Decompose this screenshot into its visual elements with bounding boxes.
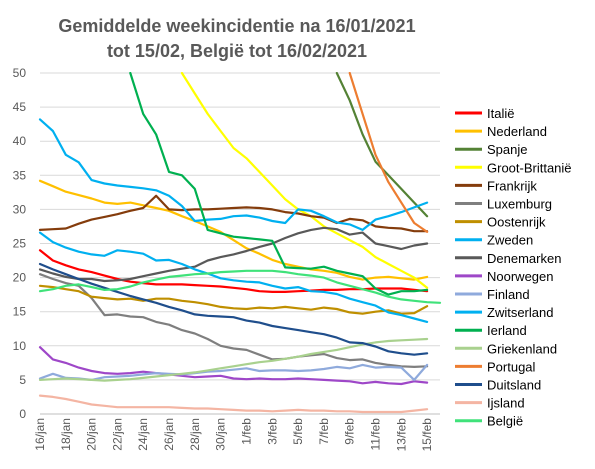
legend-label: Italië bbox=[487, 106, 514, 121]
legend-item: Nederland bbox=[455, 124, 547, 139]
y-tick-label: 25 bbox=[13, 237, 27, 251]
y-tick-label: 40 bbox=[13, 134, 27, 148]
legend-label: Luxemburg bbox=[487, 197, 552, 212]
legend-label: Zwitserland bbox=[487, 305, 553, 320]
legend-label: Spanje bbox=[487, 142, 527, 157]
x-tick-label: 26/jan bbox=[162, 418, 176, 451]
legend-item: Duitsland bbox=[455, 378, 541, 393]
legend-label: Duitsland bbox=[487, 378, 541, 393]
x-tick-label: 1/feb bbox=[239, 418, 253, 445]
legend-label: Portugal bbox=[487, 359, 536, 374]
x-tick-label: 11/feb bbox=[368, 418, 382, 451]
legend-item: Noorwegen bbox=[455, 269, 554, 284]
legend-label: Denemarken bbox=[487, 251, 561, 266]
legend-item: Spanje bbox=[455, 142, 527, 157]
legend-item: Italië bbox=[455, 106, 514, 121]
y-tick-label: 30 bbox=[13, 202, 27, 216]
series-line bbox=[180, 72, 429, 289]
series-line bbox=[38, 394, 429, 414]
legend-item: Frankrijk bbox=[455, 178, 537, 193]
y-axis-ticks: 0 5 10 15 20 25 30 35 40 45 50 bbox=[13, 66, 27, 421]
legend-label: België bbox=[487, 414, 523, 429]
legend-item: Ierland bbox=[455, 323, 527, 338]
series-line bbox=[38, 269, 442, 304]
x-tick-label: 7/feb bbox=[317, 418, 331, 445]
legend-item: Oostenrijk bbox=[455, 215, 546, 230]
legend-item: Finland bbox=[455, 287, 530, 302]
y-tick-label: 35 bbox=[13, 168, 27, 182]
series-line bbox=[38, 179, 429, 281]
series-line bbox=[129, 72, 429, 296]
series-line bbox=[348, 72, 429, 233]
legend-item: Ijsland bbox=[455, 396, 525, 411]
legend-item: Zweden bbox=[455, 233, 533, 248]
x-axis-ticks: 16/jan 18/jan 20/jan 22/jan 24/jan 26/jan 28/j… bbox=[33, 418, 434, 452]
x-tick-label: 18/jan bbox=[59, 418, 73, 451]
legend: Italië Nederland Spanje Groot-Brittanië Fran… bbox=[455, 106, 572, 429]
legend-label: Ijsland bbox=[487, 396, 525, 411]
chart-title-line-2: tot 15/02, België tot 16/02/2021 bbox=[107, 41, 367, 61]
x-tick-label: 28/jan bbox=[188, 418, 202, 451]
legend-item: Denemarken bbox=[455, 251, 561, 266]
legend-item: Portugal bbox=[455, 359, 536, 374]
series-line bbox=[38, 273, 429, 368]
series-line bbox=[38, 346, 429, 386]
x-tick-label: 22/jan bbox=[110, 418, 124, 451]
x-tick-label: 15/feb bbox=[420, 418, 434, 452]
series-line bbox=[38, 337, 429, 382]
legend-label: Zweden bbox=[487, 233, 533, 248]
legend-label: Frankrijk bbox=[487, 178, 537, 193]
legend-label: Nederland bbox=[487, 124, 547, 139]
x-tick-label: 9/feb bbox=[343, 418, 357, 445]
legend-label: Groot-Brittanië bbox=[487, 160, 572, 175]
y-tick-label: 5 bbox=[19, 373, 26, 387]
legend-item: België bbox=[455, 414, 523, 429]
series-line bbox=[38, 284, 429, 315]
series-line bbox=[38, 363, 429, 381]
series-line bbox=[38, 118, 429, 231]
legend-label: Oostenrijk bbox=[487, 215, 546, 230]
series-line bbox=[38, 226, 429, 283]
x-tick-label: 13/feb bbox=[394, 418, 408, 452]
legend-item: Groot-Brittanië bbox=[455, 160, 572, 175]
series-line bbox=[38, 194, 429, 233]
y-tick-label: 50 bbox=[13, 66, 27, 80]
legend-item: Griekenland bbox=[455, 341, 557, 356]
x-tick-label: 30/jan bbox=[214, 418, 228, 451]
legend-label: Noorwegen bbox=[487, 269, 554, 284]
legend-label: Griekenland bbox=[487, 341, 557, 356]
legend-label: Ierland bbox=[487, 323, 527, 338]
y-tick-label: 10 bbox=[13, 339, 27, 353]
y-tick-label: 15 bbox=[13, 305, 27, 319]
x-tick-label: 20/jan bbox=[85, 418, 99, 451]
legend-item: Luxemburg bbox=[455, 197, 552, 212]
series-line bbox=[38, 231, 429, 323]
x-tick-label: 5/feb bbox=[291, 418, 305, 445]
x-tick-label: 24/jan bbox=[136, 418, 150, 451]
x-tick-label: 16/jan bbox=[33, 418, 47, 451]
y-tick-label: 45 bbox=[13, 100, 27, 114]
chart-title-line-1: Gemiddelde weekincidentie na 16/01/2021 bbox=[58, 16, 415, 36]
x-tick-label: 3/feb bbox=[265, 418, 279, 445]
y-tick-label: 20 bbox=[13, 271, 27, 285]
legend-item: Zwitserland bbox=[455, 305, 553, 320]
series-line bbox=[38, 262, 429, 356]
legend-label: Finland bbox=[487, 287, 530, 302]
series-lines bbox=[38, 72, 442, 414]
y-tick-label: 0 bbox=[19, 407, 26, 421]
